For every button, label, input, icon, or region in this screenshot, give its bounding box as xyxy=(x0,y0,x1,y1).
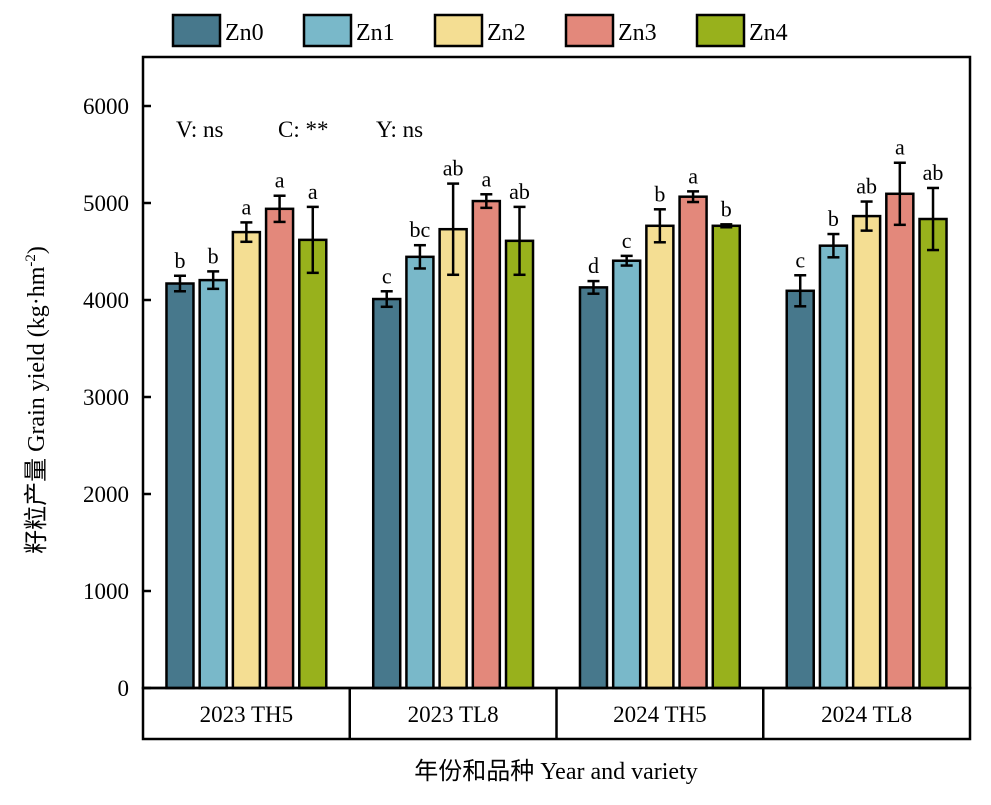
bar-zn2 xyxy=(645,224,675,690)
significance-letter: a xyxy=(275,168,285,193)
y-axis-title: 籽粒产量 Grain yield (kg·hm-2) xyxy=(23,246,50,554)
significance-letter: c xyxy=(622,228,632,253)
significance-letter: b xyxy=(174,248,185,273)
y-axis-title-main: 籽粒产量 Grain yield (kg·hm xyxy=(23,266,50,554)
category-label: 2023 TL8 xyxy=(408,702,499,727)
significance-letter: b xyxy=(654,181,665,206)
bar-zn1 xyxy=(405,255,435,690)
significance-letter: c xyxy=(382,263,392,288)
annotation-zinc: C: ** xyxy=(278,117,328,142)
significance-letter: bc xyxy=(410,217,431,242)
significance-letter: ab xyxy=(856,174,877,199)
bar-zn2 xyxy=(231,230,262,690)
bar-zn0 xyxy=(785,289,815,690)
legend: Zn0 Zn1 Zn2 Zn3 Zn4 xyxy=(171,13,788,48)
legend-swatch-zn0 xyxy=(171,13,222,48)
y-axis: 0 1000 2000 3000 4000 5000 6000 xyxy=(83,94,151,701)
significance-letter: a xyxy=(895,135,905,160)
bar-zn3 xyxy=(264,207,295,690)
annotation-variety: V: ns xyxy=(176,117,224,142)
category-label: 2024 TH5 xyxy=(613,702,707,727)
legend-swatch-zn4 xyxy=(695,13,746,48)
significance-letter: a xyxy=(481,166,491,191)
bar-zn3 xyxy=(678,195,708,690)
bar-zn0 xyxy=(371,297,402,690)
category-label: 2024 TL8 xyxy=(821,702,912,727)
significance-letter: b xyxy=(828,206,839,231)
y-tick-label: 0 xyxy=(118,676,130,701)
y-tick-label: 2000 xyxy=(83,482,129,507)
y-axis-title-suffix: ) xyxy=(24,246,50,254)
bar-zn4 xyxy=(298,238,328,690)
bar-zn3 xyxy=(885,192,915,690)
legend-label-zn1: Zn1 xyxy=(356,20,395,46)
bar-zn4 xyxy=(711,224,742,690)
y-axis-title-sup: -2 xyxy=(23,254,39,267)
significance-letter: c xyxy=(795,247,805,272)
bar-zn4 xyxy=(918,217,948,690)
legend-label-zn3: Zn3 xyxy=(618,20,657,46)
significance-letter: a xyxy=(688,163,698,188)
significance-letter: a xyxy=(308,179,318,204)
significance-letter: b xyxy=(721,196,732,221)
significance-letter: ab xyxy=(443,156,464,181)
legend-swatch-zn3 xyxy=(564,13,615,48)
bar-zn2 xyxy=(438,227,468,690)
bar-zn3 xyxy=(471,199,502,690)
bar-zn1 xyxy=(611,259,642,690)
annotation-year: Y: ns xyxy=(376,117,423,142)
significance-letter: d xyxy=(588,253,599,278)
significance-letter: a xyxy=(241,194,251,219)
legend-label-zn2: Zn2 xyxy=(487,20,526,46)
significance-letter: ab xyxy=(923,160,944,185)
bar-zn0 xyxy=(578,286,609,690)
category-axis: 2023 TH5 2023 TL8 2024 TH5 2024 TL8 xyxy=(141,686,972,741)
bar-zn1 xyxy=(818,244,849,690)
bar-zn0 xyxy=(165,282,195,690)
legend-swatch-zn2 xyxy=(433,13,484,48)
y-tick-label: 4000 xyxy=(83,288,129,313)
y-tick-label: 1000 xyxy=(83,579,129,604)
category-label: 2023 TH5 xyxy=(200,702,294,727)
significance-letter: b xyxy=(208,243,219,268)
bar-zn1 xyxy=(198,278,228,690)
legend-label-zn0: Zn0 xyxy=(225,20,264,46)
significance-annotations: V: ns C: ** Y: ns xyxy=(176,117,423,142)
y-tick-label: 5000 xyxy=(83,191,129,216)
y-tick-label: 6000 xyxy=(83,94,129,119)
y-tick-label: 3000 xyxy=(83,385,129,410)
bar-zn4 xyxy=(504,239,535,690)
significance-letter: ab xyxy=(509,179,530,204)
bar-zn2 xyxy=(851,214,882,690)
legend-swatch-zn1 xyxy=(302,13,353,48)
legend-label-zn4: Zn4 xyxy=(749,20,788,46)
x-axis-title: 年份和品种 Year and variety xyxy=(414,758,698,785)
